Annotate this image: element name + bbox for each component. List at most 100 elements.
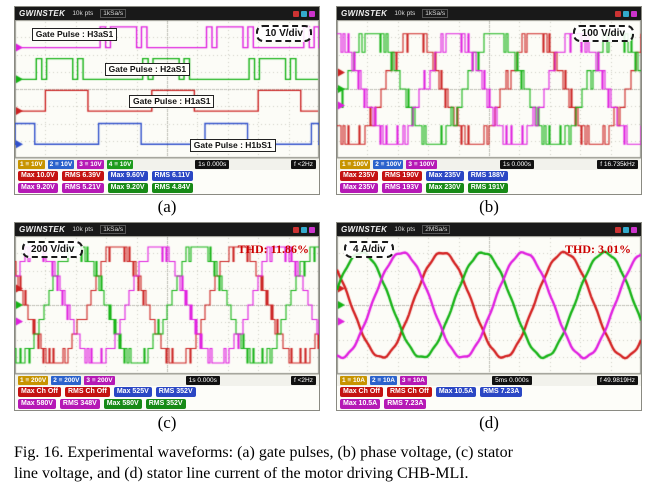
header-status-icons: [293, 226, 315, 233]
measurement-row: Max 10.5A RMS 7.23A: [337, 398, 641, 410]
panel-letter-d: (d): [479, 413, 499, 432]
measurement-badge: RMS 4.84V: [151, 183, 194, 193]
measurement-badge: RMS 7.23A: [384, 399, 427, 409]
measurement-badge: RMS 348V: [59, 399, 100, 409]
brand-logo: GWINSTEK: [341, 9, 388, 18]
scope-graticule: 4 A/div THD: 3.01%: [337, 236, 641, 374]
channel-scale-badge: 1 ≡ 100V: [340, 160, 371, 169]
measurement-badge: Max 10.5A: [435, 387, 477, 397]
status-icon: [309, 226, 315, 233]
oscilloscope-screenshot: GWINSTEK 10k pts 1kSa/s 100 V/div 1 ≡ 100V 2 …: [336, 6, 642, 195]
measurement-row: Max 9.20V RMS 5.21V Max 9.20V RMS 4.84V: [15, 182, 319, 194]
measurement-badge: Max Ch Off: [18, 387, 61, 397]
measurement-badge: Max 525V: [113, 387, 152, 397]
scope-status-bar: 1 ≡ 10V 2 ≡ 10V 3 ≡ 10V 4 ≡ 10V 1s 0.000s f <…: [15, 158, 319, 170]
panel-letter-c: (c): [157, 413, 177, 432]
oscilloscope-screenshot: GWINSTEK 10k pts 1kSa/s 200 V/div THD: 11.86…: [14, 222, 320, 411]
trigger-frequency-readout: f <2Hz: [291, 376, 316, 385]
measurement-badge: RMS 352V: [145, 399, 186, 409]
status-icon: [623, 226, 629, 233]
channel-scale-badge: 3 ≡ 100V: [406, 160, 437, 169]
measurement-badge: Max 9.20V: [18, 183, 58, 193]
caption-line-1: Fig. 16. Experimental waveforms: (a) gat…: [14, 444, 513, 461]
measurement-row: Max 235V RMS 190V Max 235V RMS 188V: [337, 170, 641, 182]
measurement-row: Max 235V RMS 193V Max 230V RMS 191V: [337, 182, 641, 194]
measurement-row: Max 10.0V RMS 6.39V Max 9.60V RMS 6.11V: [15, 170, 319, 182]
measurement-badge: RMS 7.23A: [480, 387, 523, 397]
scope-status-bar: 1 ≡ 100V 2 ≡ 100V 3 ≡ 100V 1s 0.000s f 16.73…: [337, 158, 641, 170]
measurement-badge: Max 580V: [18, 399, 56, 409]
volts-per-div-label: 4 A/div: [344, 241, 395, 258]
channel-scale-badge: 3 ≡ 10V: [77, 160, 104, 169]
status-icon: [615, 226, 621, 233]
status-icon: [631, 226, 637, 233]
measurement-badge: RMS 188V: [467, 171, 508, 181]
channel-scale-badge: 2 ≡ 200V: [51, 376, 82, 385]
header-status-icons: [293, 10, 315, 17]
scope-status-bar: 1 ≡ 10A 2 ≡ 10A 3 ≡ 10A 5ms 0.000s f 49.9819…: [337, 374, 641, 386]
timebase-readout: 1s 0.000s: [195, 160, 230, 169]
timebase-readout: 1s 0.000s: [499, 160, 535, 169]
oscilloscope-screenshot: GWINSTEK 10k pts 1kSa/s 10 V/div Gate Pulse …: [14, 6, 320, 195]
waveform-trace-canvas: [15, 236, 319, 374]
measurement-badge: RMS Ch Off: [64, 387, 110, 397]
status-icon: [631, 10, 637, 17]
brand-logo: GWINSTEK: [19, 225, 66, 234]
gate-pulse-label: Gate Pulse : H1bS1: [189, 139, 276, 153]
gate-pulse-label: Gate Pulse : H3aS1: [31, 28, 118, 42]
caption-line-2: line voltage, and (d) stator line curren…: [14, 464, 469, 482]
measurement-row: Max Ch Off RMS Ch Off Max 10.5A RMS 7.23A: [337, 386, 641, 398]
measurement-badge: RMS Ch Off: [386, 387, 432, 397]
measurement-badge: Max 10.5A: [340, 399, 381, 409]
measurement-badge: RMS 193V: [381, 183, 422, 193]
waveform-trace-canvas: [337, 20, 641, 158]
volts-per-div-label: 200 V/div: [22, 241, 84, 258]
measurement-badge: Max 230V: [425, 183, 464, 193]
status-icon: [293, 10, 299, 17]
scope-header-bar: GWINSTEK 10k pts 1kSa/s: [15, 223, 319, 236]
trigger-frequency-readout: f 16.735kHz: [597, 160, 638, 169]
channel-scale-badge: 2 ≡ 10V: [47, 160, 75, 169]
measurement-badge: Max 235V: [425, 171, 464, 181]
measurement-badge: Max 580V: [103, 399, 142, 409]
gate-pulse-label: Gate Pulse : H2aS1: [104, 63, 191, 77]
measurement-badge: RMS 6.11V: [151, 171, 193, 181]
channel-scale-badge: 1 ≡ 10V: [18, 160, 45, 169]
measurement-badge: Max 9.60V: [107, 171, 148, 181]
volts-per-div-label: 10 V/div: [256, 25, 312, 42]
sample-rate-label: 1kSa/s: [422, 9, 449, 18]
scope-header-bar: GWINSTEK 10k pts 1kSa/s: [337, 7, 641, 20]
gate-pulse-label: Gate Pulse : H1aS1: [129, 95, 215, 109]
thd-readout: THD: 11.86%: [237, 242, 309, 256]
figure-panel-grid: GWINSTEK 10k pts 1kSa/s 10 V/div Gate Pulse …: [14, 6, 642, 436]
sample-rate-label: 1kSa/s: [100, 225, 127, 234]
measurement-badge: Max 235V: [340, 183, 378, 193]
figure-caption: Fig. 16. Experimental waveforms: (a) gat…: [14, 443, 642, 485]
measurement-badge: RMS 352V: [155, 387, 196, 397]
measurement-badge: Max 9.20V: [107, 183, 148, 193]
channel-scale-badge: 2 ≡ 100V: [373, 160, 404, 169]
scope-status-bar: 1 ≡ 200V 2 ≡ 200V 3 ≡ 200V 1s 0.000s f <2Hz: [15, 374, 319, 386]
measurement-row: Max Ch Off RMS Ch Off Max 525V RMS 352V: [15, 386, 319, 398]
scope-header-bar: GWINSTEK 10k pts 1kSa/s: [15, 7, 319, 20]
scope-panel-c: GWINSTEK 10k pts 1kSa/s 200 V/div THD: 11.86…: [14, 222, 320, 436]
scope-panel-d: GWINSTEK 10k pts 2MSa/s 4 A/div THD: 3.01% 1 …: [336, 222, 642, 436]
measurement-badge: Max Ch Off: [340, 387, 383, 397]
measurement-badge: RMS 190V: [381, 171, 422, 181]
status-icon: [301, 10, 307, 17]
acquisition-points-label: 10k pts: [394, 226, 416, 233]
status-icon: [309, 10, 315, 17]
acquisition-points-label: 10k pts: [394, 10, 416, 17]
acquisition-points-label: 10k pts: [72, 10, 94, 17]
scope-panel-a: GWINSTEK 10k pts 1kSa/s 10 V/div Gate Pulse …: [14, 6, 320, 220]
status-icon: [615, 10, 621, 17]
channel-settings-group: 1 ≡ 200V 2 ≡ 200V 3 ≡ 200V: [18, 376, 115, 385]
measurement-badge: RMS 6.39V: [61, 171, 104, 181]
volts-per-div-label: 100 V/div: [572, 25, 634, 42]
brand-logo: GWINSTEK: [341, 225, 388, 234]
channel-settings-group: 1 ≡ 10A 2 ≡ 10A 3 ≡ 10A: [340, 376, 427, 385]
measurement-badge: Max 235V: [340, 171, 378, 181]
status-icon: [301, 226, 307, 233]
channel-scale-badge: 4 ≡ 10V: [106, 160, 134, 169]
